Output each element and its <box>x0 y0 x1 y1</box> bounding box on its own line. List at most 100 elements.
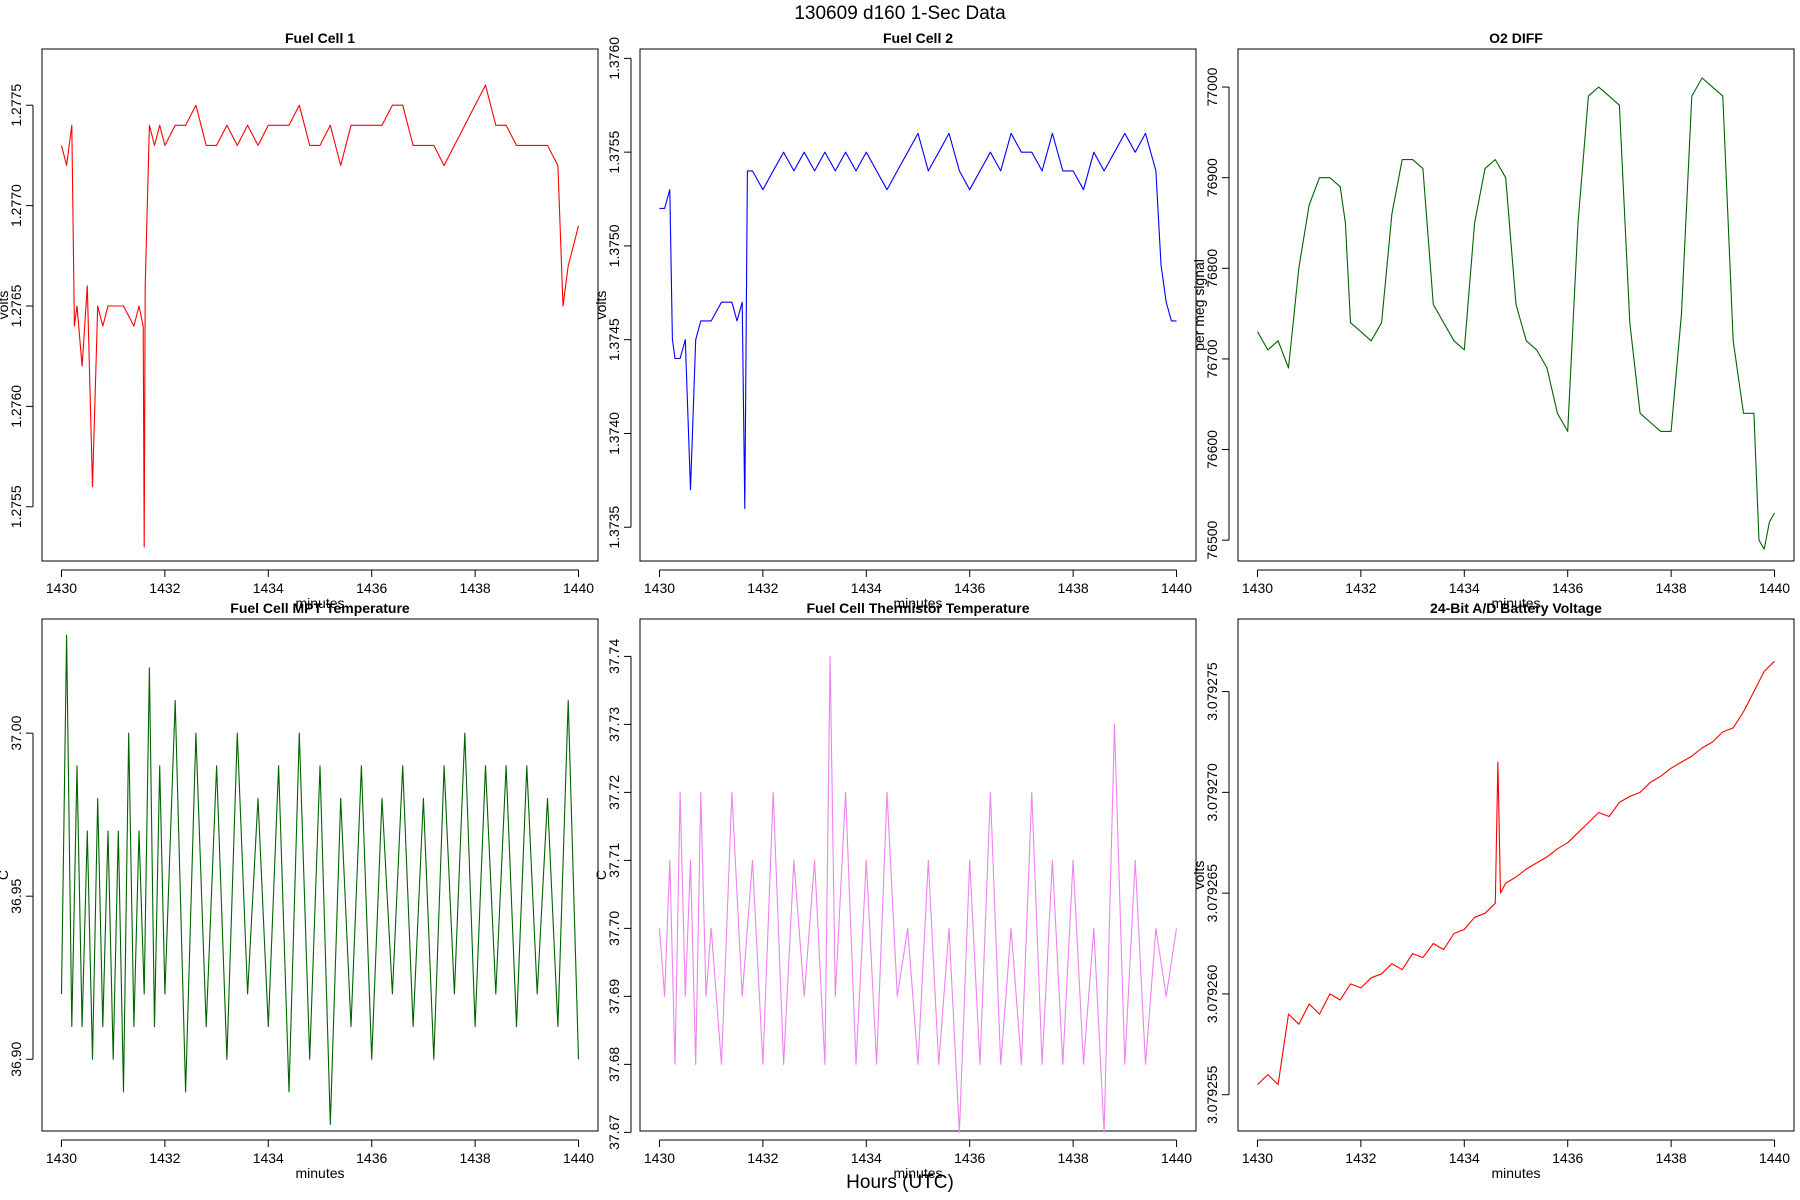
y-tick-label: 76500 <box>1204 520 1220 559</box>
x-tick-label: 1434 <box>851 580 882 596</box>
x-tick-label: 1440 <box>563 580 594 596</box>
x-tick-label: 1440 <box>563 1150 594 1166</box>
x-tick-label: 1430 <box>46 1150 77 1166</box>
y-tick-label: 37.67 <box>606 1115 622 1150</box>
y-tick-label: 37.00 <box>8 715 24 750</box>
plot-frame <box>41 618 599 1132</box>
y-tick-label: 36.90 <box>8 1042 24 1077</box>
x-tick-label: 1440 <box>1161 580 1192 596</box>
y-tick-label: 37.71 <box>606 843 622 878</box>
panel-title: Fuel Cell MPT Temperature <box>230 600 410 616</box>
x-tick-label: 1432 <box>149 580 180 596</box>
x-tick-label: 1430 <box>644 1150 675 1166</box>
series-line-1 <box>60 634 580 1126</box>
x-tick-label: 1436 <box>1552 580 1583 596</box>
x-axis-label: minutes <box>1491 1165 1540 1181</box>
y-axis-label: C <box>593 870 609 880</box>
x-axis-label: minutes <box>1491 595 1540 611</box>
series-line-1 <box>60 84 580 548</box>
x-tick-label: 1430 <box>46 580 77 596</box>
y-tick-label: 76600 <box>1204 430 1220 469</box>
x-tick-label: 1436 <box>1552 1150 1583 1166</box>
y-tick-label: 37.73 <box>606 707 622 742</box>
figure-title: 130609 d160 1-Sec Data <box>794 3 1006 24</box>
x-tick-label: 1438 <box>1656 1150 1687 1166</box>
y-tick-label: 1.2770 <box>8 184 24 227</box>
x-tick-label: 1436 <box>356 580 387 596</box>
y-tick-label: 1.3740 <box>606 412 622 455</box>
series-line-1 <box>659 132 1177 510</box>
plot-frame <box>639 48 1197 562</box>
series-line-1 <box>658 655 1178 1133</box>
y-tick-label: 3.079275 <box>1204 662 1220 721</box>
y-tick-label: 76800 <box>1204 249 1220 288</box>
x-tick-label: 1436 <box>356 1150 387 1166</box>
y-tick-label: 1.3750 <box>606 224 622 267</box>
y-tick-label: 1.3755 <box>606 131 622 174</box>
y-tick-label: 36.95 <box>8 878 24 913</box>
y-tick-label: 1.3760 <box>606 37 622 80</box>
x-tick-label: 1440 <box>1759 1150 1790 1166</box>
chart-panel-4: Fuel Cell MPT Temperature 1430 1432 1434 143… <box>0 600 599 1181</box>
y-tick-label: 1.2755 <box>8 485 24 528</box>
y-tick-label: 76900 <box>1204 158 1220 197</box>
x-tick-label: 1432 <box>747 580 778 596</box>
x-tick-label: 1434 <box>851 1150 882 1166</box>
x-axis-label: minutes <box>893 1165 942 1181</box>
panel-title: Fuel Cell 2 <box>883 30 953 46</box>
plot-frame <box>41 48 599 562</box>
x-outer-label: Hours (UTC) <box>846 1172 954 1193</box>
y-tick-label: 77000 <box>1204 67 1220 106</box>
y-axis-label: volts <box>0 291 11 320</box>
x-tick-label: 1438 <box>1656 580 1687 596</box>
x-axis-label: minutes <box>893 595 942 611</box>
series-line-1 <box>1257 77 1775 550</box>
y-tick-label: 1.3735 <box>606 506 622 549</box>
y-tick-label: 3.079260 <box>1204 965 1220 1024</box>
x-tick-label: 1434 <box>1449 580 1480 596</box>
y-tick-label: 1.3745 <box>606 318 622 361</box>
x-tick-label: 1434 <box>1449 1150 1480 1166</box>
x-tick-label: 1432 <box>1345 1150 1376 1166</box>
plot-frame <box>1237 48 1795 562</box>
y-axis-label: volts <box>593 291 609 320</box>
x-tick-label: 1430 <box>1242 580 1273 596</box>
x-tick-label: 1432 <box>149 1150 180 1166</box>
y-tick-label: 37.70 <box>606 911 622 946</box>
chart-panel-5: Fuel Cell Thermistor Temperature 1430 1432… <box>593 600 1197 1181</box>
x-tick-label: 1438 <box>460 580 491 596</box>
plot-frame <box>1237 618 1795 1132</box>
y-tick-label: 37.68 <box>606 1047 622 1082</box>
x-tick-label: 1430 <box>644 580 675 596</box>
y-tick-label: 1.2765 <box>8 284 24 327</box>
series-line-1 <box>1257 660 1775 1086</box>
y-tick-label: 1.2775 <box>8 84 24 127</box>
y-tick-label: 76700 <box>1204 339 1220 378</box>
plot-frame <box>639 618 1197 1132</box>
y-tick-label: 3.079270 <box>1204 763 1220 822</box>
panel-title: Fuel Cell Thermistor Temperature <box>806 600 1029 616</box>
x-tick-label: 1432 <box>1345 580 1376 596</box>
x-tick-label: 1438 <box>460 1150 491 1166</box>
y-tick-label: 3.079265 <box>1204 864 1220 923</box>
chart-panel-3: O2 DIFF 1430 1432 1434 1436 1438 1440 minutes 76… <box>1191 30 1795 611</box>
panel-title: Fuel Cell 1 <box>285 30 355 46</box>
x-tick-label: 1434 <box>253 1150 284 1166</box>
y-tick-label: 37.72 <box>606 775 622 810</box>
panel-title: O2 DIFF <box>1489 30 1543 46</box>
x-tick-label: 1436 <box>954 1150 985 1166</box>
panel-title: 24-Bit A/D Battery Voltage <box>1430 600 1602 616</box>
y-axis-label: per meg signal <box>1191 259 1207 351</box>
chart-panel-6: 24-Bit A/D Battery Voltage 1430 1432 1434 14… <box>1191 600 1795 1181</box>
x-tick-label: 1438 <box>1058 580 1089 596</box>
x-tick-label: 1438 <box>1058 1150 1089 1166</box>
y-axis-label: volts <box>1191 861 1207 890</box>
y-tick-label: 37.69 <box>606 979 622 1014</box>
x-axis-label: minutes <box>295 595 344 611</box>
y-tick-label: 3.079255 <box>1204 1065 1220 1124</box>
x-tick-label: 1440 <box>1759 580 1790 596</box>
x-tick-label: 1434 <box>253 580 284 596</box>
x-tick-label: 1436 <box>954 580 985 596</box>
y-tick-label: 37.74 <box>606 639 622 674</box>
